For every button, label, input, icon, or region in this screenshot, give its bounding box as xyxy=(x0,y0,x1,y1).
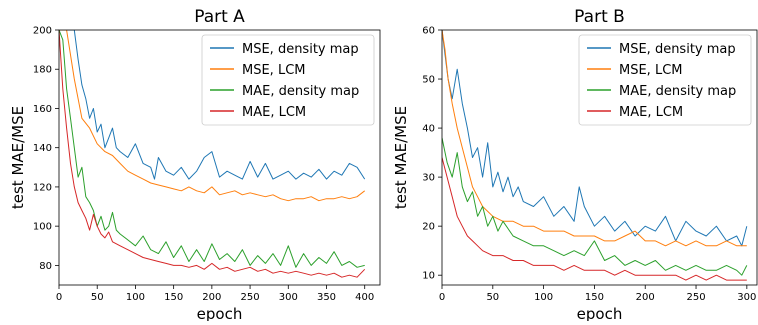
x-tick-label: 0 xyxy=(56,292,62,303)
x-tick-label: 0 xyxy=(439,292,445,303)
legend-label: MSE, LCM xyxy=(242,63,305,78)
y-tick-label: 100 xyxy=(33,222,52,233)
chart-title: Part A xyxy=(194,7,245,27)
x-tick-label: 400 xyxy=(355,292,374,303)
plot-frame xyxy=(441,29,758,286)
x-tick-label: 350 xyxy=(317,292,336,303)
x-tick-label: 50 xyxy=(91,292,104,303)
legend-label: MAE, density map xyxy=(242,84,359,99)
plot-frame xyxy=(58,29,381,286)
series-line-0 xyxy=(59,30,366,180)
y-tick-label: 10 xyxy=(422,271,435,282)
x-tick-label: 150 xyxy=(585,292,604,303)
legend: MSE, density map MSE, LCM MAE, density map… xyxy=(201,34,375,126)
series-line-0 xyxy=(442,30,748,247)
y-tick-label: 60 xyxy=(422,26,435,37)
y-tick-label: 50 xyxy=(422,75,435,86)
y-tick-label: 80 xyxy=(39,261,52,272)
series-line-3 xyxy=(442,157,747,281)
series-line-2 xyxy=(59,30,365,268)
legend-label: MAE, LCM xyxy=(619,105,683,120)
series-line-1 xyxy=(442,30,747,247)
x-axis-label: epoch xyxy=(577,305,623,321)
series-line-2 xyxy=(442,137,748,276)
x-tick-label: 250 xyxy=(686,292,705,303)
y-axis-label: test MAE/MSE xyxy=(9,106,27,209)
chart-1: Part B epoch test MAE/MSE 0 50 100 150 200 250 30… xyxy=(392,7,758,323)
y-tick-label: 20 xyxy=(422,222,435,233)
y-tick-label: 200 xyxy=(33,26,52,37)
legend-label: MAE, density map xyxy=(619,84,736,99)
y-tick-label: 160 xyxy=(33,104,52,115)
x-tick-label: 300 xyxy=(737,292,756,303)
y-tick-label: 180 xyxy=(33,65,52,76)
x-tick-label: 300 xyxy=(279,292,298,303)
x-tick-label: 150 xyxy=(164,292,183,303)
legend-box xyxy=(578,34,752,126)
x-axis-label: epoch xyxy=(197,305,243,321)
series-line-3 xyxy=(59,30,366,278)
x-tick-label: 100 xyxy=(534,292,553,303)
legend-label: MAE, LCM xyxy=(242,105,306,120)
x-tick-label: 200 xyxy=(636,292,655,303)
legend-box xyxy=(201,34,375,126)
y-tick-label: 120 xyxy=(33,182,52,193)
y-axis-label: test MAE/MSE xyxy=(392,106,410,209)
legend-label: MSE, LCM xyxy=(619,63,682,78)
y-tick-label: 40 xyxy=(422,124,435,135)
series-line-1 xyxy=(59,30,366,202)
x-tick-label: 50 xyxy=(486,292,499,303)
legend-label: MSE, density map xyxy=(242,42,359,57)
chart-0: Part A epoch test MAE/MSE 0 50 100 150 200 250 30… xyxy=(9,7,381,323)
y-tick-label: 140 xyxy=(33,143,52,154)
x-tick-label: 250 xyxy=(241,292,260,303)
chart-title: Part B xyxy=(574,7,625,27)
x-tick-label: 200 xyxy=(202,292,221,303)
legend-label: MSE, density map xyxy=(619,42,736,57)
y-tick-label: 30 xyxy=(422,173,435,184)
x-tick-label: 100 xyxy=(126,292,145,303)
legend: MSE, density map MSE, LCM MAE, density map… xyxy=(578,34,752,126)
